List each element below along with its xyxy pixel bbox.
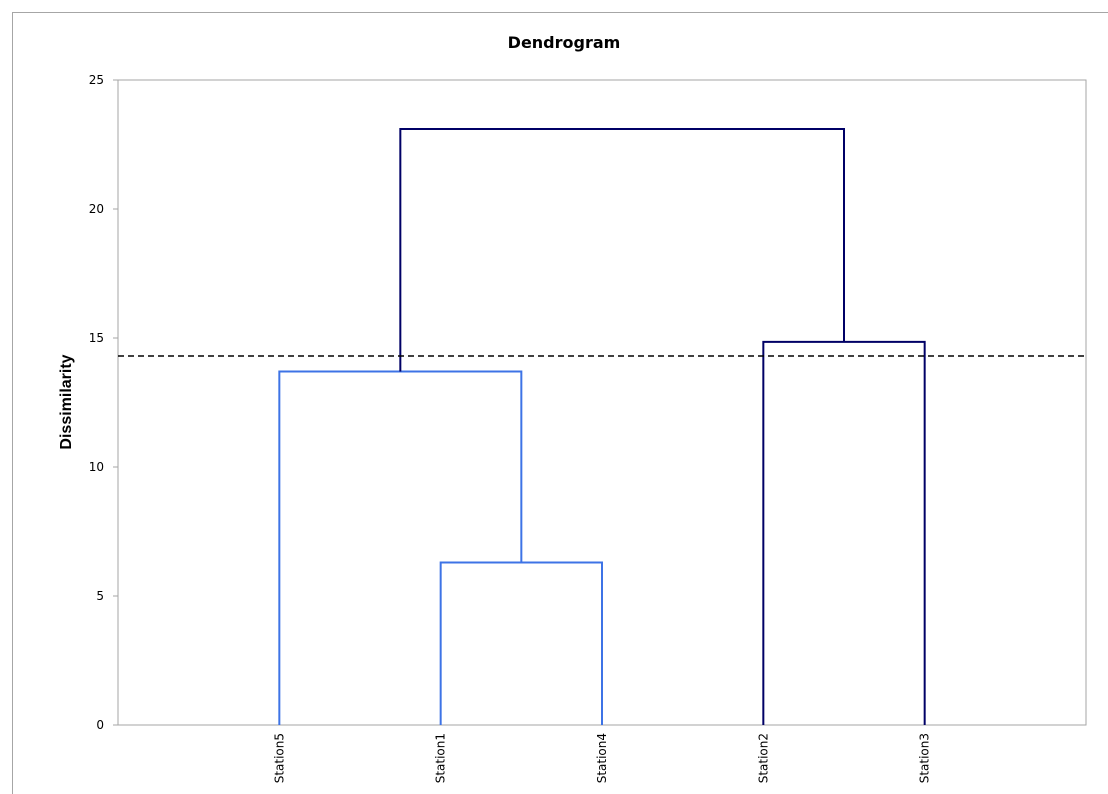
x-axis-leaf-labels: Station5 Station1 Station4 Station2 Station3 bbox=[272, 733, 931, 783]
dendrogram-links bbox=[278, 128, 926, 725]
x-leaf-label: Station5 bbox=[272, 733, 286, 783]
chart-title: Dendrogram bbox=[508, 33, 621, 52]
dendrogram-link-m3 bbox=[762, 340, 926, 725]
y-tick-label: 5 bbox=[96, 589, 104, 603]
x-leaf-label: Station2 bbox=[756, 733, 770, 783]
y-tick-label: 20 bbox=[89, 202, 104, 216]
x-leaf-label: Station3 bbox=[918, 733, 932, 783]
y-tick-label: 0 bbox=[96, 718, 104, 732]
dendrogram-link-m4 bbox=[399, 128, 845, 372]
dendrogram-link-m1 bbox=[439, 561, 603, 725]
y-axis: 0 5 10 15 20 25 bbox=[89, 73, 118, 732]
x-leaf-label: Station4 bbox=[595, 733, 609, 783]
y-axis-label: Dissimilarity bbox=[58, 354, 75, 449]
y-tick-label: 25 bbox=[89, 73, 104, 87]
dendrogram-link-m2 bbox=[278, 370, 523, 725]
y-tick-label: 15 bbox=[89, 331, 104, 345]
x-leaf-label: Station1 bbox=[434, 733, 448, 783]
y-tick-label: 10 bbox=[89, 460, 104, 474]
